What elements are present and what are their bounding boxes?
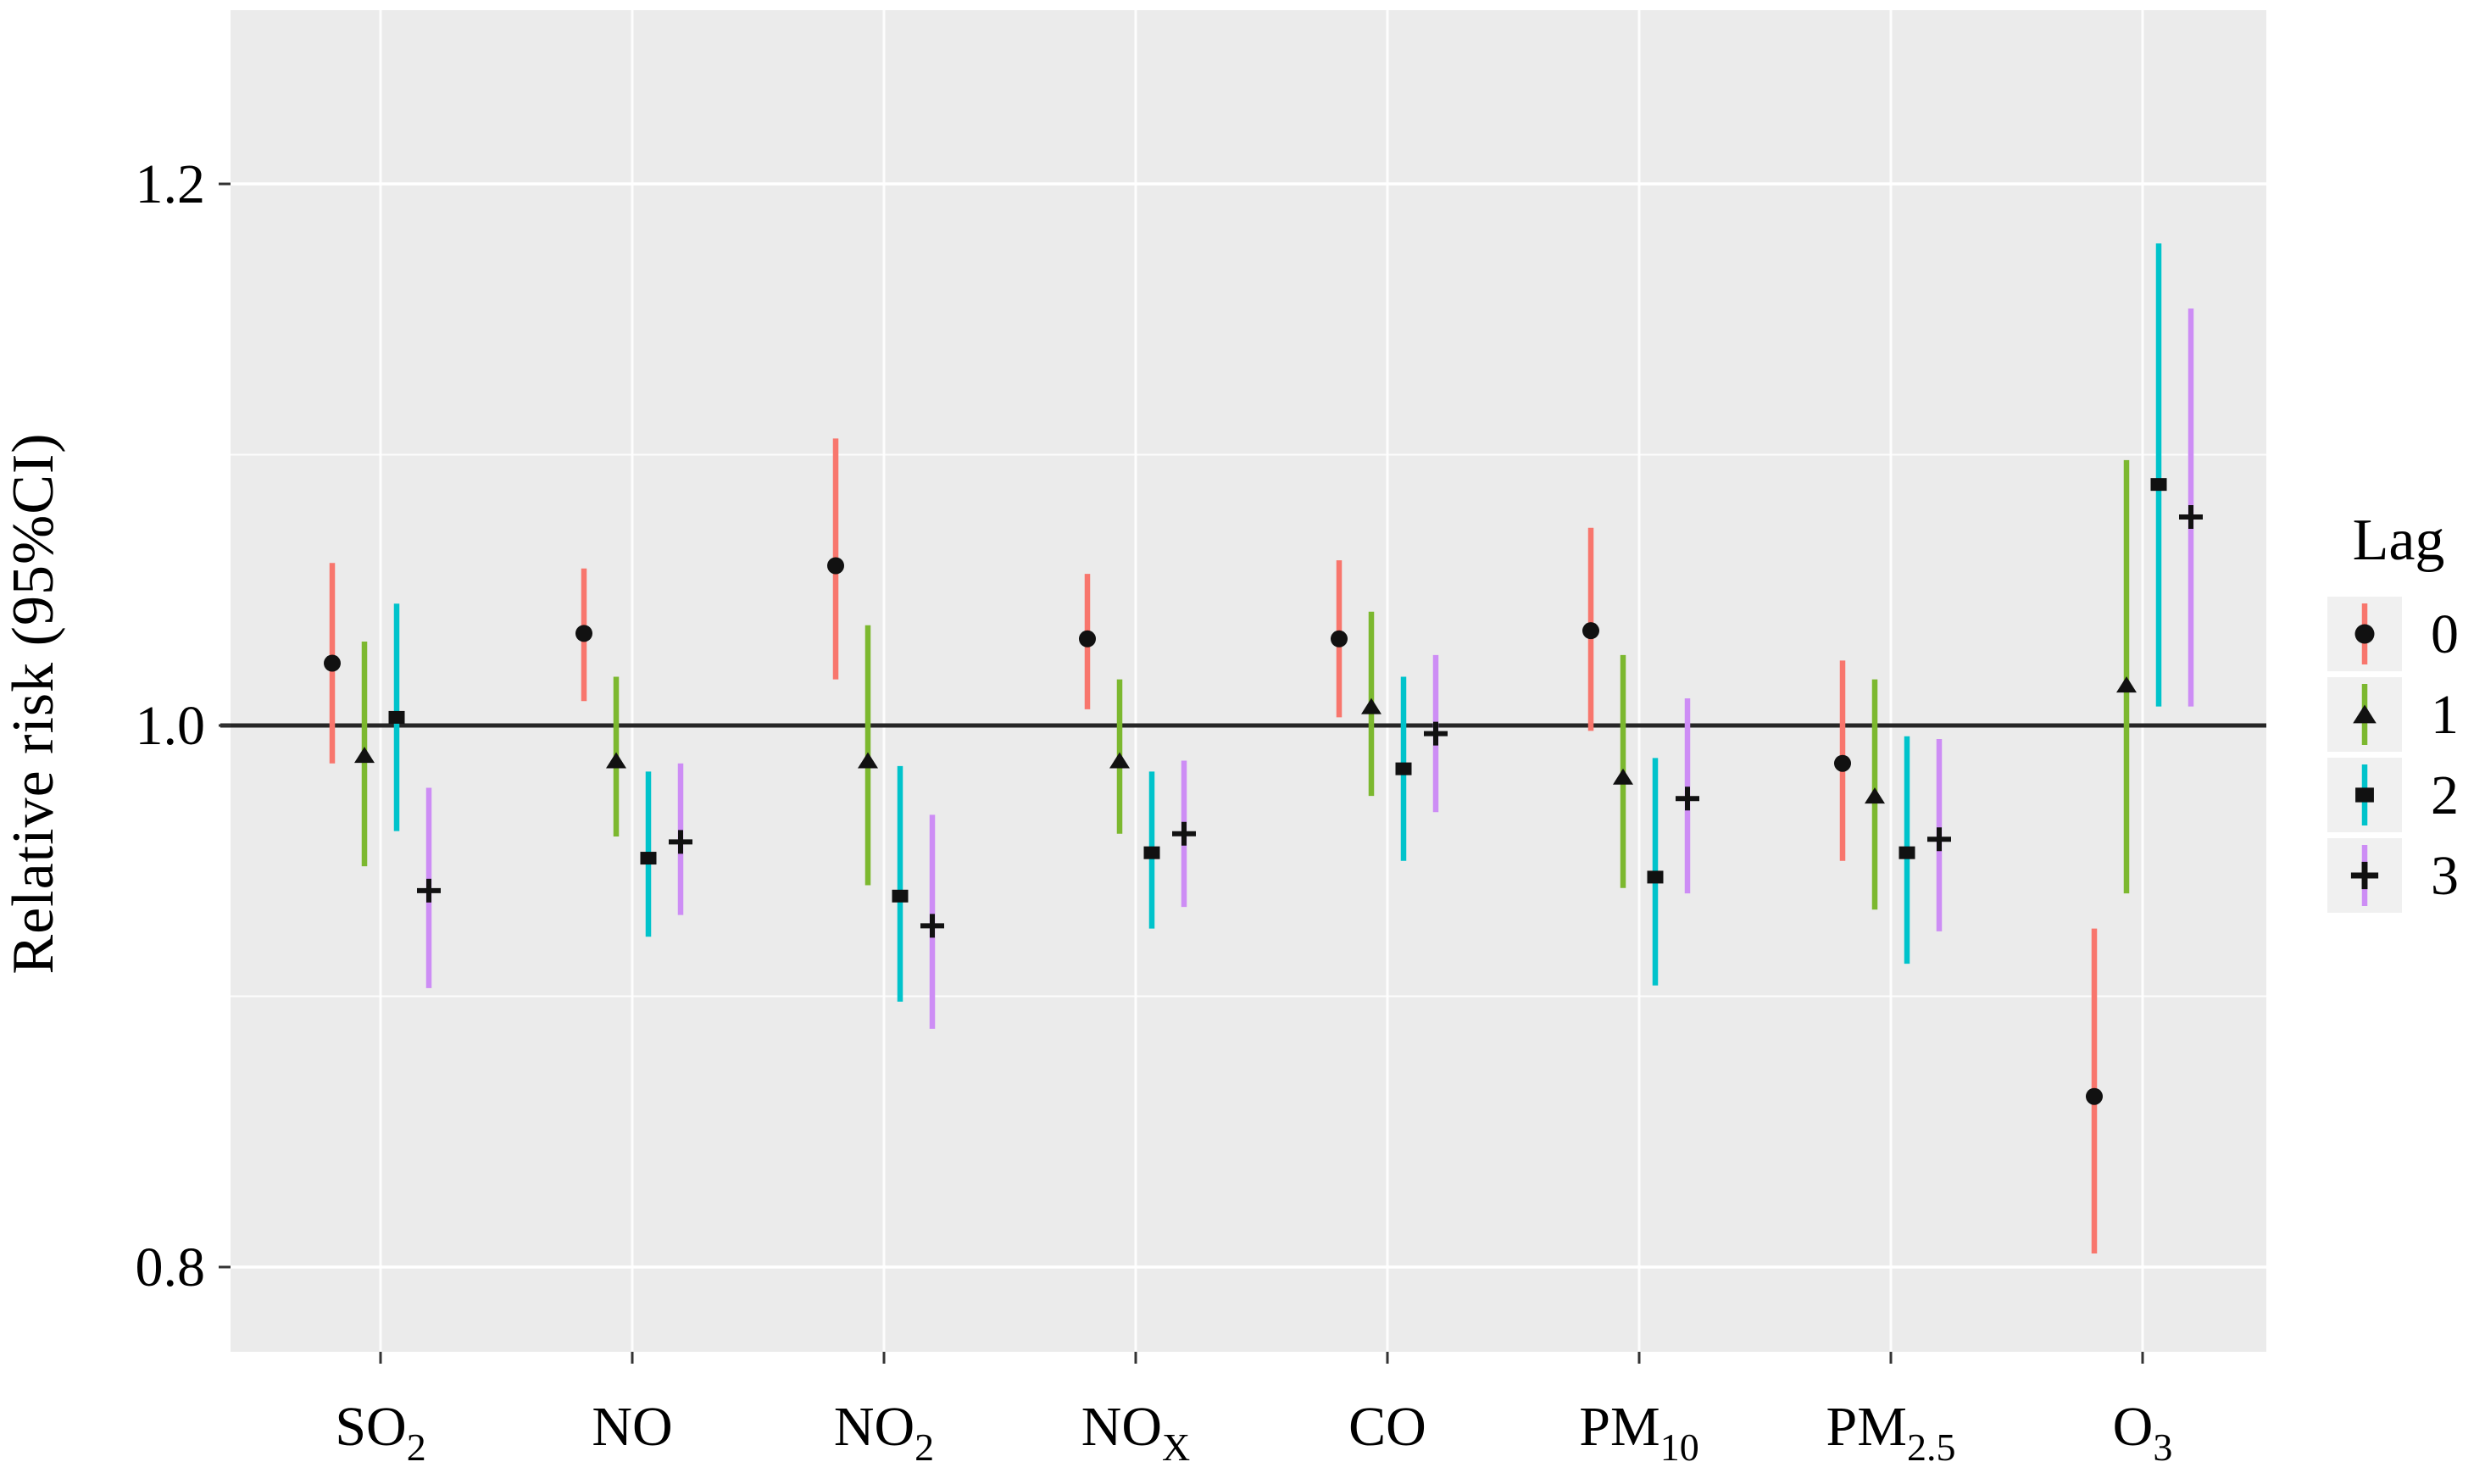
point-lag3-plus-icon: [669, 830, 692, 854]
point-lag2-square-icon: [1647, 870, 1664, 884]
point-lag2-square-icon: [2150, 478, 2167, 492]
point-lag3-plus-icon: [1424, 721, 1448, 746]
y-tick-label: 1.2: [136, 153, 206, 215]
point-lag3-plus-icon: [1676, 786, 1699, 811]
legend-circle-icon: [2354, 624, 2375, 644]
legend-title: Lag: [2353, 508, 2445, 573]
x-category-label: PM2.5: [1826, 1396, 1956, 1469]
point-lag2-square-icon: [1143, 846, 1160, 859]
point-lag1-triangle-icon: [1613, 768, 1633, 785]
x-category-label: NO2: [834, 1396, 934, 1469]
x-category-label: NOX: [1081, 1396, 1191, 1469]
point-lag3-plus-icon: [1172, 821, 1196, 846]
point-lag0-circle-icon: [575, 625, 592, 642]
point-lag2-square-icon: [1395, 762, 1412, 775]
x-category-label: PM10: [1579, 1396, 1698, 1469]
point-lag3-plus-icon: [1927, 827, 1951, 852]
point-lag2-square-icon: [1898, 846, 1915, 859]
point-lag0-circle-icon: [827, 557, 844, 575]
point-lag1-triangle-icon: [2116, 676, 2137, 693]
legend-entry-label: 2: [2431, 764, 2459, 826]
point-lag0-circle-icon: [2086, 1087, 2103, 1105]
legend-entry-label: 1: [2431, 684, 2459, 746]
x-category-label: CO: [1348, 1396, 1426, 1458]
point-lag1-triangle-icon: [1109, 752, 1130, 769]
point-lag0-circle-icon: [1079, 630, 1096, 648]
y-tick-label: 1.0: [136, 695, 206, 757]
point-lag2-square-icon: [892, 889, 909, 903]
point-lag0-circle-icon: [1331, 630, 1348, 648]
point-lag0-circle-icon: [1834, 754, 1851, 772]
x-category-label: SO2: [335, 1396, 425, 1469]
point-lag3-plus-icon: [417, 878, 441, 903]
x-category-label: O3: [2113, 1396, 2173, 1469]
legend-square-icon: [2355, 787, 2374, 803]
point-lag3-plus-icon: [920, 914, 944, 938]
y-tick-label: 0.8: [136, 1237, 206, 1298]
plot-panel: [231, 10, 2266, 1352]
point-lag1-triangle-icon: [606, 752, 626, 769]
point-lag3-plus-icon: [2179, 504, 2203, 529]
point-lag1-triangle-icon: [354, 747, 375, 764]
point-lag1-triangle-icon: [1865, 787, 1885, 804]
point-lag2-square-icon: [388, 710, 405, 724]
point-lag1-triangle-icon: [858, 752, 878, 769]
y-axis-title: Relative risk (95%CI): [1, 432, 66, 975]
legend-entry-label: 0: [2431, 603, 2459, 665]
point-lag2-square-icon: [640, 852, 657, 865]
legend-triangle-icon: [2353, 704, 2377, 724]
point-lag1-triangle-icon: [1361, 698, 1381, 714]
point-lag0-circle-icon: [324, 654, 341, 672]
legend-entry-label: 3: [2431, 845, 2459, 907]
legend-plus-icon: [2350, 861, 2379, 890]
x-category-label: NO: [592, 1396, 672, 1458]
point-lag0-circle-icon: [1582, 622, 1599, 640]
